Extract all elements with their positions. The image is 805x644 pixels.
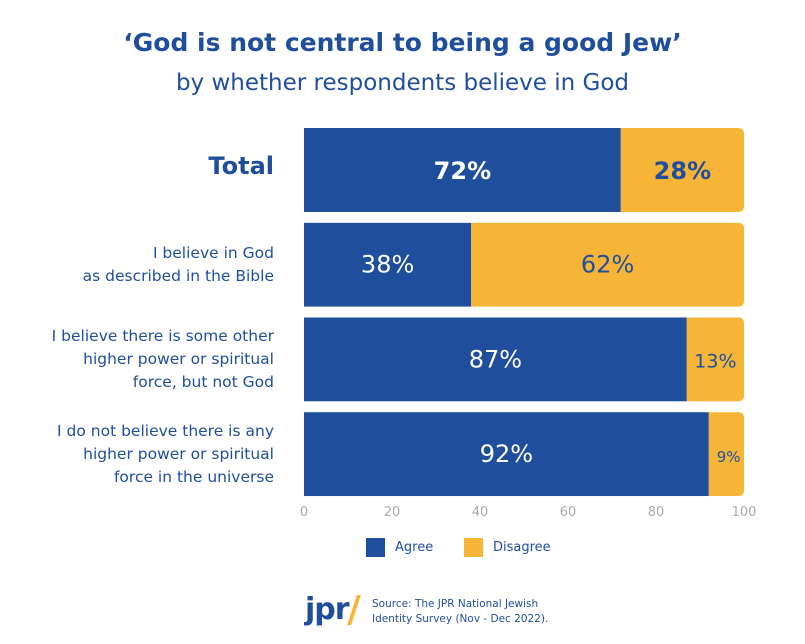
logo-slash bbox=[347, 595, 361, 625]
data-label: 38% bbox=[361, 251, 414, 279]
legend-label-disagree: Disagree bbox=[493, 540, 551, 555]
plot-area: 72% 28% 38% 62% 87% 13% 92% 9% 0 20 40 60 80 100 bbox=[300, 128, 757, 520]
data-label: 62% bbox=[581, 251, 634, 279]
bar-agree bbox=[304, 317, 687, 402]
category-label: I do not believe there is any higher pow… bbox=[57, 421, 274, 486]
bar-agree bbox=[304, 128, 621, 212]
x-tick-label: 80 bbox=[648, 505, 665, 520]
category-label: I believe there is some other higher pow… bbox=[51, 326, 274, 391]
bar-disagree bbox=[620, 128, 744, 212]
data-label: 9% bbox=[717, 448, 741, 466]
legend-item-disagree: Disagree bbox=[464, 538, 551, 557]
data-label: 87% bbox=[469, 345, 522, 373]
legend-item-agree: Agree bbox=[366, 538, 433, 557]
x-tick-label: 60 bbox=[560, 505, 577, 520]
category-label: Total bbox=[208, 152, 274, 180]
data-label: 72% bbox=[434, 157, 491, 185]
bar-disagree bbox=[686, 317, 744, 402]
bar-disagree bbox=[708, 412, 744, 497]
x-tick-label: 20 bbox=[384, 505, 401, 520]
x-tick-label: 40 bbox=[472, 505, 489, 520]
chart-title: ‘God is not central to being a good Jew’ bbox=[123, 28, 682, 57]
x-tick-label: 100 bbox=[732, 505, 757, 520]
legend-swatch-disagree bbox=[464, 538, 483, 557]
data-label: 28% bbox=[654, 157, 711, 185]
data-label: 92% bbox=[480, 440, 533, 468]
bar-agree bbox=[304, 412, 709, 497]
bar-agree bbox=[304, 222, 472, 307]
jpr-logo: jpr bbox=[305, 592, 350, 627]
legend-label-agree: Agree bbox=[395, 540, 434, 555]
bar-disagree bbox=[471, 222, 744, 307]
category-label: I believe in God as described in the Bib… bbox=[82, 243, 274, 285]
data-label: 13% bbox=[694, 350, 736, 372]
chart-subtitle: by whether respondents believe in God bbox=[175, 70, 630, 96]
legend-swatch-agree bbox=[366, 538, 385, 557]
source-note: Source: The JPR National Jewish Identity… bbox=[372, 598, 549, 625]
x-tick-label: 0 bbox=[300, 505, 308, 520]
